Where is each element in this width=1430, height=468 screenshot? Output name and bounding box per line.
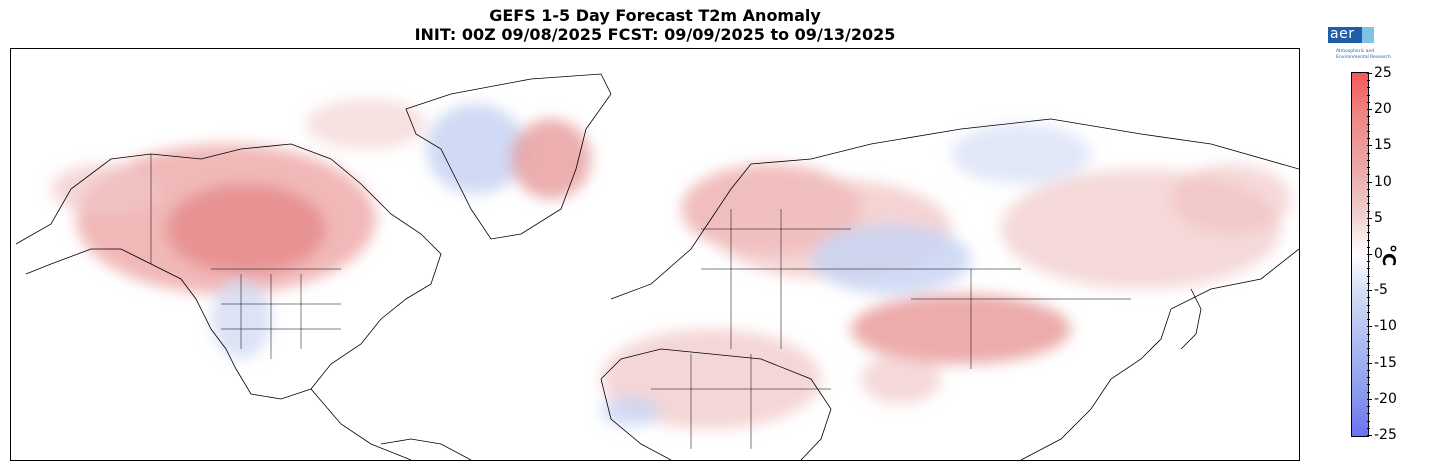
colorbar-tick-mark	[1367, 362, 1372, 364]
coastlines	[15, 73, 1299, 460]
colorbar-tick-label: 15	[1374, 137, 1392, 154]
colorbar-minor-tick	[1367, 311, 1370, 313]
colorbar-minor-tick	[1367, 391, 1370, 393]
colorbar-minor-tick	[1367, 246, 1370, 248]
aer-logo: aer Atmospheric and Environmental Resear…	[1328, 26, 1408, 63]
colorbar-minor-tick	[1367, 319, 1370, 321]
logo-mark-accent	[1362, 27, 1374, 43]
coast-africa	[600, 348, 832, 460]
chart-subtitle: INIT: 00Z 09/08/2025 FCST: 09/09/2025 to…	[414, 25, 896, 44]
chart-title: GEFS 1-5 Day Forecast T2m Anomaly	[489, 6, 821, 25]
colorbar-minor-tick	[1367, 340, 1370, 342]
colorbar-tick-mark	[1367, 73, 1372, 74]
logo-subtitle-line1: Atmospheric and	[1336, 49, 1375, 54]
colorbar-minor-tick	[1367, 225, 1370, 227]
colorbar-minor-tick	[1367, 152, 1370, 154]
coast-greenland	[405, 73, 612, 240]
colorbar-tick-mark	[1367, 326, 1372, 328]
colorbar-minor-tick	[1367, 138, 1370, 140]
colorbar-minor-tick	[1367, 348, 1370, 350]
coast-north-america	[15, 143, 442, 460]
colorbar-minor-tick	[1367, 261, 1370, 263]
colorbar-minor-tick	[1367, 80, 1370, 82]
colorbar-tick-mark	[1367, 398, 1372, 400]
colorbar-minor-tick	[1367, 188, 1370, 190]
colorbar-minor-tick	[1367, 210, 1370, 212]
colorbar-minor-tick	[1367, 94, 1370, 96]
colorbar-tick-label: -20	[1374, 390, 1397, 407]
coast-south-america	[380, 438, 472, 460]
anomaly-greenland-warm	[511, 119, 591, 199]
colorbar-minor-tick	[1367, 420, 1370, 422]
anomaly-kazakhstan-cold	[811, 224, 971, 294]
colorbar-tick-label: 0	[1374, 246, 1383, 262]
anomaly-canada-core	[166, 184, 326, 274]
colorbar-minor-tick	[1367, 268, 1370, 270]
logo-subtitle-line2: Environmental Research	[1336, 55, 1391, 60]
anomaly-kamchatka-warm	[1171, 164, 1291, 234]
colorbar-minor-tick	[1367, 239, 1370, 241]
colorbar-minor-tick	[1367, 87, 1370, 89]
colorbar-minor-tick	[1367, 406, 1370, 408]
colorbar-minor-tick	[1367, 282, 1370, 284]
anomaly-india-warm	[861, 354, 941, 404]
colorbar-tick-mark	[1367, 217, 1372, 219]
colorbar-tick-label: -10	[1374, 318, 1397, 335]
colorbar-minor-tick	[1367, 275, 1370, 277]
colorbar-tick-label: -25	[1374, 427, 1397, 443]
colorbar-minor-tick	[1367, 196, 1370, 198]
colorbar-tick-mark	[1367, 254, 1372, 255]
anomaly-alaska-warm	[51, 164, 161, 214]
colorbar-minor-tick	[1367, 333, 1370, 335]
colorbar-minor-tick	[1367, 369, 1370, 371]
colorbar-minor-tick	[1367, 355, 1370, 357]
coast-eurasia	[610, 118, 1299, 460]
anomaly-map	[10, 48, 1300, 461]
colorbar-tick-label: 5	[1374, 209, 1383, 226]
colorbar-minor-tick	[1367, 304, 1370, 306]
colorbar-minor-tick	[1367, 123, 1370, 125]
colorbar-minor-tick	[1367, 174, 1370, 176]
logo-text: aer	[1330, 26, 1355, 42]
anomaly-greenland-cold	[426, 104, 526, 194]
anomaly-siberia-cold	[951, 124, 1091, 184]
borders	[150, 154, 1131, 449]
anomaly-arctic-warm	[306, 99, 426, 149]
colorbar-tick-label: 25	[1374, 65, 1392, 81]
colorbar-minor-tick	[1367, 167, 1370, 169]
colorbar-minor-tick	[1367, 101, 1370, 103]
colorbar-unit-label: °C	[1378, 244, 1399, 267]
colorbar-minor-tick	[1367, 203, 1370, 205]
colorbar-tick-mark	[1367, 145, 1372, 147]
colorbar-minor-tick	[1367, 413, 1370, 415]
anomaly-westafrica-cold	[601, 396, 661, 426]
colorbar-tick-label: 10	[1374, 173, 1392, 190]
colorbar-tick-mark	[1367, 435, 1372, 436]
colorbar-tick-label: -15	[1374, 354, 1397, 371]
colorbar-tick-mark	[1367, 290, 1372, 292]
map-canvas	[15, 73, 1299, 460]
colorbar-minor-tick	[1367, 130, 1370, 132]
colorbar-tick-label: 20	[1374, 101, 1392, 118]
colorbar-tick-label: -5	[1374, 282, 1388, 299]
colorbar-minor-tick	[1367, 384, 1370, 386]
colorbar-tick-mark	[1367, 181, 1372, 183]
coast-japan	[1180, 288, 1202, 350]
colorbar-tick-mark	[1367, 109, 1372, 111]
anomaly-shading	[51, 99, 1291, 429]
colorbar-minor-tick	[1367, 116, 1370, 118]
colorbar-minor-tick	[1367, 232, 1370, 234]
colorbar-minor-tick	[1367, 297, 1370, 299]
colorbar-minor-tick	[1367, 159, 1370, 161]
colorbar-minor-tick	[1367, 377, 1370, 379]
anomaly-tibet-warm	[851, 294, 1071, 364]
colorbar-minor-tick	[1367, 427, 1370, 429]
